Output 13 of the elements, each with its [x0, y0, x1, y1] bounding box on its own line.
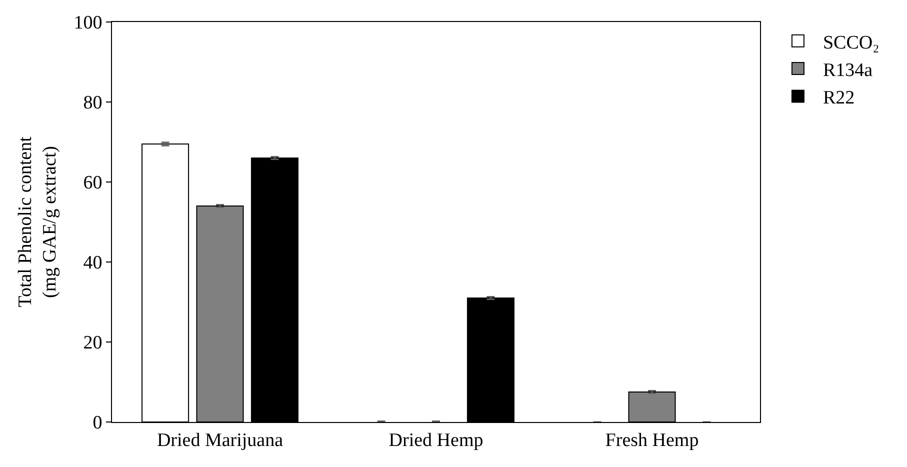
x-tick-label: Dried Marijuana [156, 430, 284, 451]
legend-label: R134a [822, 60, 874, 81]
y-axis-title: Total Phenolic content (mg GAE/g extract) [14, 136, 61, 308]
y-tick-label: 60 [83, 172, 102, 194]
y-tick-label: 40 [83, 252, 102, 274]
y-tick-label: 0 [92, 412, 102, 434]
y-tick-label: 80 [83, 92, 102, 114]
y-tick-label: 100 [74, 12, 102, 34]
x-tick-label: Fresh Hemp [605, 430, 699, 451]
legend-label: SCCO₂ [822, 32, 880, 54]
y-tick-label: 20 [83, 332, 102, 354]
x-tick-label: Dried Hemp [388, 430, 484, 451]
legend-label: R22 [822, 88, 855, 109]
